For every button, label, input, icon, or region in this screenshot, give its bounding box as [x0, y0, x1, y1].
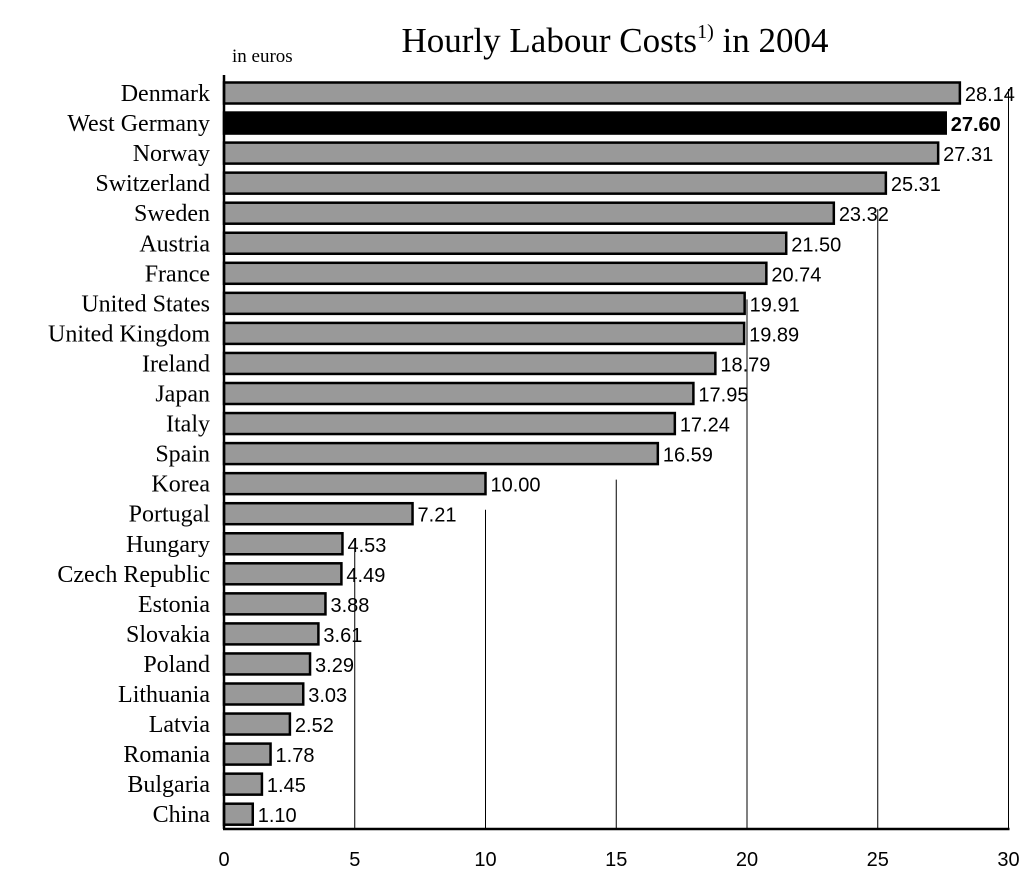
value-label: 3.61: [323, 625, 362, 647]
category-label: Czech Republic: [57, 562, 210, 588]
category-label: Norway: [133, 141, 210, 167]
bar-romania: [222, 742, 272, 766]
value-label: 4.53: [347, 535, 386, 557]
bar-lithuania: [222, 682, 305, 706]
value-label: 3.88: [330, 595, 369, 617]
category-labels: Denmark West Germany Norway Switzerland Swed…: [48, 81, 210, 828]
category-label: Denmark: [121, 81, 210, 107]
bar-czech-republic: [222, 562, 343, 586]
chart-title-superscript: 1): [697, 21, 714, 43]
bar-japan: [222, 381, 695, 406]
category-label: Korea: [151, 472, 210, 498]
category-label: Italy: [166, 412, 210, 438]
x-tick-label: 15: [605, 849, 627, 871]
category-label: Sweden: [134, 201, 210, 227]
x-tick-label: 10: [474, 849, 496, 871]
x-tick-label: 0: [218, 849, 229, 871]
category-label: Poland: [143, 652, 210, 678]
value-label: 10.00: [491, 475, 541, 497]
bar-france: [222, 261, 768, 286]
bar-estonia: [222, 592, 327, 616]
bar-korea: [222, 471, 487, 496]
bar-sweden: [222, 201, 836, 225]
bar-spain: [222, 441, 660, 466]
category-label: Slovakia: [126, 622, 210, 648]
bars: [222, 81, 962, 826]
value-label: 17.24: [680, 415, 730, 437]
value-label: 16.59: [663, 445, 713, 467]
bar-switzerland: [222, 171, 888, 195]
value-label: 17.95: [698, 385, 748, 407]
value-label: 19.91: [750, 294, 800, 316]
bar-latvia: [222, 712, 292, 736]
value-label: 18.79: [720, 354, 770, 376]
value-label: 1.45: [267, 775, 306, 797]
bar-west-germany: [222, 111, 947, 135]
value-label: 4.49: [346, 565, 385, 587]
x-tick-label: 5: [349, 849, 360, 871]
category-label: Lithuania: [118, 682, 210, 708]
value-label: 2.52: [295, 715, 334, 737]
bar-denmark: [222, 81, 962, 105]
x-tick-label: 20: [736, 849, 758, 871]
category-label: Estonia: [138, 592, 210, 618]
bar-poland: [222, 652, 312, 676]
category-label: Bulgaria: [127, 772, 210, 798]
value-label: 20.74: [771, 264, 821, 286]
category-label: China: [153, 802, 211, 828]
bar-united-kingdom: [222, 321, 746, 346]
category-label: Switzerland: [95, 171, 210, 197]
category-label: Romania: [123, 742, 210, 768]
category-label: France: [145, 261, 210, 287]
value-label: 23.32: [839, 204, 889, 226]
value-label: 7.21: [418, 505, 457, 527]
category-label: West Germany: [67, 111, 210, 137]
category-label: Austria: [139, 231, 210, 257]
x-axis-ticks: 0 5 10 15 20 25 30: [218, 849, 1019, 871]
value-label: 1.78: [276, 745, 315, 767]
value-label: 27.31: [943, 144, 993, 166]
bar-austria: [222, 231, 788, 255]
bar-norway: [222, 141, 940, 165]
category-label: Spain: [155, 442, 210, 468]
axes: [222, 75, 1010, 831]
category-label: Hungary: [126, 532, 210, 558]
bar-portugal: [222, 501, 414, 526]
chart-title-suffix: in 2004: [714, 21, 829, 60]
x-tick-label: 25: [867, 849, 889, 871]
bar-china: [222, 802, 255, 826]
bar-united-states: [222, 291, 746, 316]
x-tick-label: 30: [997, 849, 1019, 871]
category-label: Japan: [155, 382, 210, 408]
category-label: Portugal: [129, 502, 211, 528]
value-label: 25.31: [891, 174, 941, 196]
value-label: 19.89: [749, 324, 799, 346]
bar-slovakia: [222, 622, 320, 646]
value-label: 3.29: [315, 655, 354, 677]
bar-ireland: [222, 351, 717, 376]
category-label: United Kingdom: [48, 321, 210, 347]
bar-hungary: [222, 532, 344, 556]
chart-title-main: Hourly Labour Costs: [402, 21, 698, 60]
category-label: Ireland: [142, 351, 210, 377]
category-label: Latvia: [149, 712, 211, 738]
chart-title: Hourly Labour Costs1) in 2004: [402, 21, 829, 60]
unit-label: in euros: [232, 46, 293, 67]
gridlines: [354, 89, 1009, 829]
value-label: 1.10: [258, 805, 297, 827]
value-label: 28.14: [965, 84, 1015, 106]
bar-bulgaria: [222, 772, 264, 796]
value-label: 21.50: [791, 234, 841, 256]
value-label: 3.03: [308, 685, 347, 707]
bar-italy: [222, 411, 677, 436]
category-label: United States: [81, 291, 210, 317]
value-label: 27.60: [951, 114, 1001, 136]
